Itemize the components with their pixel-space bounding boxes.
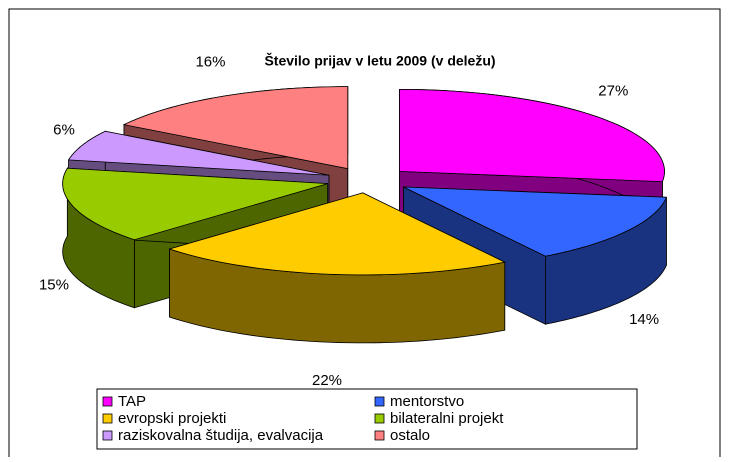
- data-label: 22%: [312, 372, 342, 389]
- slice: [399, 89, 665, 183]
- slice: [403, 186, 667, 257]
- legend-label: mentorstvo: [390, 393, 464, 410]
- legend-swatch: [374, 430, 385, 441]
- data-label: 15%: [39, 276, 69, 293]
- legend-swatch: [374, 396, 385, 407]
- legend-swatch: [102, 413, 113, 424]
- legend-swatch: [102, 430, 113, 441]
- legend-label: evropski projekti: [118, 410, 226, 427]
- legend-label: ostalo: [390, 427, 430, 444]
- legend-label: TAP: [118, 393, 146, 410]
- data-label: 6%: [53, 122, 75, 139]
- slice: [62, 167, 328, 241]
- chart-title: Število prijav v letu 2009 (v deležu): [264, 52, 495, 69]
- legend-box: [96, 388, 638, 450]
- slice: [122, 86, 349, 170]
- data-label: 14%: [629, 311, 659, 328]
- slice: [168, 192, 506, 276]
- legend-swatch: [102, 396, 113, 407]
- legend-label: raziskovalna študija, evalvacija: [118, 427, 324, 444]
- legend-label: bilateralni projekt: [390, 410, 504, 427]
- slice: [67, 130, 330, 176]
- legend-swatch: [374, 413, 385, 424]
- data-label: 16%: [195, 54, 225, 71]
- data-label: 27%: [598, 82, 628, 99]
